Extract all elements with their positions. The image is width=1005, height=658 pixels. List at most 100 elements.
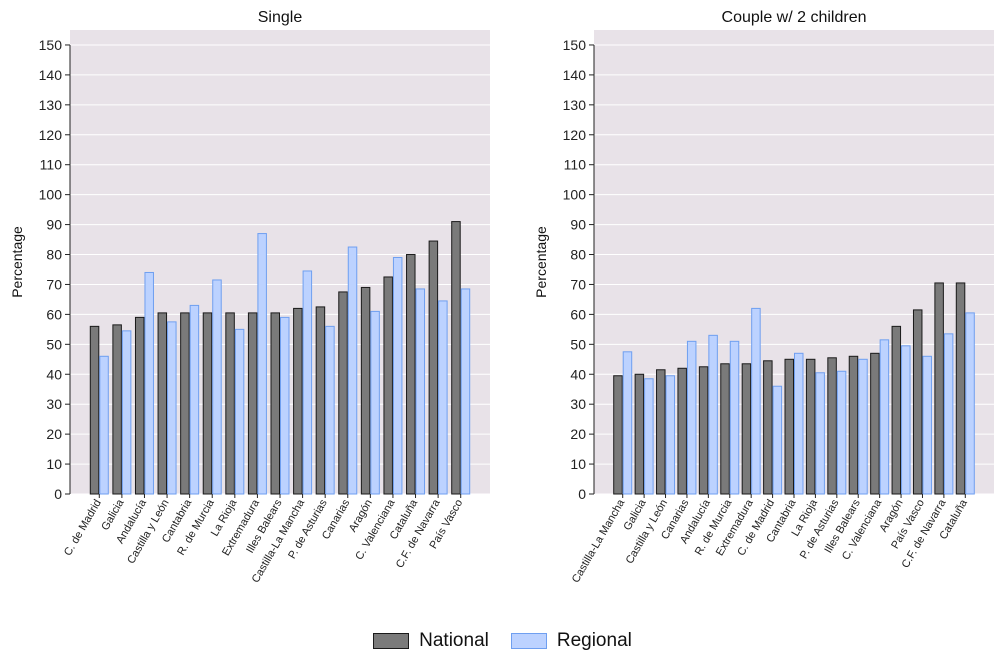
chart2-y-tick-label: 130 — [563, 97, 587, 113]
chart2-y-tick-label: 150 — [563, 37, 587, 53]
chart1-bar-regional — [438, 300, 448, 495]
chart2-bar-regional — [836, 370, 847, 495]
chart2-bar-regional — [858, 358, 868, 495]
chart1-bar-regional — [347, 246, 358, 495]
chart2-bar-national — [934, 282, 944, 495]
chart2-bar-regional — [794, 352, 804, 495]
chart2-bar-regional — [772, 385, 783, 495]
chart1-y-tick-label: 10 — [46, 456, 62, 472]
chart2-bar-national — [891, 325, 902, 495]
chart1-bar-regional — [99, 355, 109, 495]
chart2-y-tick-label: 50 — [570, 336, 586, 352]
chart2-bar-national — [827, 357, 837, 495]
legend-label-national: National — [419, 630, 489, 651]
chart1-y-tick-label: 140 — [39, 67, 63, 83]
legend-item-national: National — [373, 630, 489, 652]
chart1-y-tick-label: 50 — [46, 336, 62, 352]
chart2-title: Couple w/ 2 children — [722, 9, 867, 26]
chart2-y-tick-label: 140 — [563, 67, 587, 83]
chart2-bar-regional — [943, 333, 954, 495]
chart1-y-axis-label: Percentage — [9, 226, 25, 298]
chart1-bar-regional — [302, 270, 313, 495]
chart1-bar-national — [134, 316, 145, 495]
chart1-y-tick-label: 100 — [39, 187, 63, 203]
chart2-bar-regional — [751, 307, 761, 495]
chart2-bar-regional — [965, 312, 975, 495]
charts-canvas: 0102030405060708090100110120130140150Sin… — [9, 9, 994, 585]
chart1-y-tick-label: 40 — [46, 366, 62, 382]
chart1-y-tick-label: 70 — [46, 276, 62, 292]
chart2-bar-regional — [644, 378, 654, 495]
chart1-y-tick-label: 0 — [54, 486, 62, 502]
chart2-x-tick-label: Castilla-La Mancha — [570, 497, 628, 585]
chart1-bar-regional — [325, 325, 335, 495]
chart1-bar-national — [180, 312, 190, 495]
chart1-x-tick-label: C. de Madrid — [62, 498, 104, 559]
chart1-bar-national — [428, 240, 439, 495]
chart2-bar-regional — [922, 355, 932, 495]
chart1-bar-national — [112, 324, 122, 495]
chart2-y-tick-label: 0 — [578, 486, 586, 502]
chart2-y-tick-label: 10 — [570, 456, 586, 472]
chart2-y-tick-label: 90 — [570, 217, 586, 233]
chart2-bar-regional — [665, 375, 676, 495]
chart1-bar-national — [360, 286, 371, 495]
chart2-y-tick-label: 70 — [570, 276, 586, 292]
chart2-bar-national — [720, 363, 730, 495]
chart1-bar-regional — [167, 321, 177, 495]
chart1-bar-regional — [257, 233, 267, 495]
chart1-bar-national — [89, 325, 100, 495]
chart1-bar-national — [406, 254, 416, 495]
chart1-bar-regional — [144, 271, 154, 495]
legend-swatch-national — [373, 633, 410, 649]
chart2-y-tick-label: 80 — [570, 247, 586, 263]
legend: National Regional — [0, 630, 1005, 652]
chart2-y-tick-label: 30 — [570, 396, 586, 412]
chart2-bar-national — [698, 366, 709, 495]
chart1-title: Single — [258, 9, 303, 26]
chart2-bar-national — [955, 282, 966, 495]
chart2-bar-regional — [815, 372, 825, 495]
chart2-y-tick-label: 60 — [570, 306, 586, 322]
chart2-bar-national — [613, 375, 623, 495]
chart2-y-tick-label: 120 — [563, 127, 587, 143]
chart2-bar-national — [912, 309, 923, 495]
chart2-bar-regional — [879, 339, 890, 495]
chart2-bar-national — [784, 358, 794, 495]
chart2-y-tick-label: 20 — [570, 426, 586, 442]
chart1-y-tick-label: 30 — [46, 396, 62, 412]
chart2-bar-regional — [708, 334, 718, 495]
chart2-bar-national — [805, 358, 816, 495]
chart1-y-tick-label: 80 — [46, 247, 62, 263]
chart2-bar-regional — [729, 340, 740, 495]
chart2-bar-national — [741, 363, 752, 495]
chart1-bar-national — [451, 221, 461, 495]
legend-swatch-regional — [510, 633, 547, 649]
chart1-y-tick-label: 60 — [46, 306, 62, 322]
chart1-y-tick-label: 20 — [46, 426, 62, 442]
chart1-bar-national — [247, 312, 258, 495]
chart1-bar-national — [383, 276, 393, 495]
chart1-y-tick-label: 120 — [39, 127, 63, 143]
chart2-bar-national — [656, 369, 666, 495]
chart2-bar-regional — [622, 351, 633, 495]
chart2-y-axis-label: Percentage — [533, 226, 549, 298]
chart1-bar-national — [157, 312, 168, 495]
chart1-bar-regional — [189, 304, 200, 495]
chart1-bar-regional — [392, 257, 403, 495]
chart1-bar-national — [270, 312, 280, 495]
chart1-bar-national — [225, 312, 235, 495]
chart2-bar-regional — [686, 340, 697, 495]
chart1-bar-regional — [370, 310, 380, 495]
chart1-y-tick-label: 150 — [39, 37, 63, 53]
chart2-y-tick-label: 110 — [564, 157, 587, 173]
chart1-bar-regional — [212, 279, 222, 495]
chart2-bar-national — [763, 360, 773, 495]
chart2-bar-regional — [901, 345, 911, 495]
chart2-y-tick-label: 40 — [570, 366, 586, 382]
chart1-bar-national — [338, 291, 348, 495]
chart2-bar-national — [677, 367, 687, 495]
chart1-y-tick-label: 90 — [46, 217, 62, 233]
chart1-bar-regional — [121, 330, 132, 495]
chart1-bar-national — [202, 312, 213, 495]
